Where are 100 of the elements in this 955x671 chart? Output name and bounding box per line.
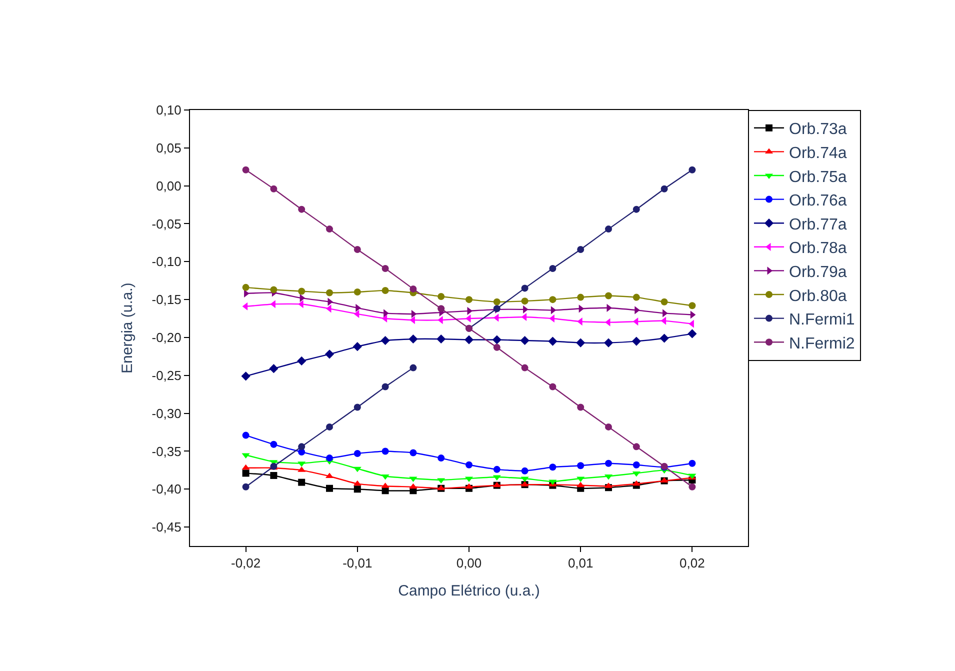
point xyxy=(270,472,278,479)
point xyxy=(632,206,640,213)
point xyxy=(660,185,668,192)
point xyxy=(688,483,696,490)
point xyxy=(521,364,528,372)
point xyxy=(493,466,500,473)
x-axis-title: Campo Elétrico (u.a.) xyxy=(398,582,540,600)
point xyxy=(520,476,529,482)
point xyxy=(241,372,250,381)
point xyxy=(521,284,528,292)
point xyxy=(269,364,278,374)
y-tick-label: -0,40 xyxy=(152,482,182,497)
point xyxy=(660,298,668,306)
point xyxy=(688,166,696,174)
point xyxy=(270,286,278,294)
point xyxy=(380,336,390,346)
point xyxy=(549,383,556,390)
point xyxy=(326,226,333,233)
x-tick-label: -0,01 xyxy=(342,556,372,571)
y-tick-label: -0,15 xyxy=(152,292,182,308)
point xyxy=(492,335,502,344)
point xyxy=(549,464,556,471)
point xyxy=(326,289,333,296)
point xyxy=(660,334,669,343)
point xyxy=(466,296,472,304)
y-tick-label: -0,20 xyxy=(152,330,182,346)
point xyxy=(353,480,362,486)
point xyxy=(604,338,614,348)
point xyxy=(242,453,250,459)
point xyxy=(381,474,390,480)
point xyxy=(632,480,640,486)
point xyxy=(242,284,250,291)
point xyxy=(576,338,586,348)
point xyxy=(493,344,500,351)
point xyxy=(688,329,697,338)
point xyxy=(354,288,361,296)
point xyxy=(438,305,445,312)
point xyxy=(688,302,696,310)
point xyxy=(408,334,418,344)
y-tick-label: -0,25 xyxy=(152,368,182,383)
x-tick-label: -0,02 xyxy=(230,556,261,571)
point xyxy=(605,460,612,467)
point xyxy=(354,404,361,411)
point xyxy=(632,443,640,450)
point xyxy=(242,483,250,490)
point xyxy=(242,432,250,439)
legend-label: Orb.74a xyxy=(789,144,847,162)
point xyxy=(382,448,389,455)
point xyxy=(438,293,445,300)
y-tick-label: -0,10 xyxy=(152,254,182,270)
point xyxy=(353,466,362,472)
point xyxy=(605,226,612,233)
point xyxy=(632,336,641,346)
point xyxy=(436,334,446,344)
point xyxy=(298,443,306,450)
point xyxy=(578,304,584,313)
point xyxy=(298,478,306,486)
x-tick-label: 0,00 xyxy=(456,556,482,571)
y-tick-label: -0,45 xyxy=(152,520,182,535)
point xyxy=(632,461,640,468)
legend-label: Orb.79a xyxy=(789,264,847,281)
legend-label: N.Fermi1 xyxy=(789,312,855,329)
point xyxy=(577,462,584,470)
point xyxy=(493,298,500,306)
point xyxy=(409,476,418,482)
point xyxy=(354,246,361,254)
legend-label: Orb.75a xyxy=(789,168,847,186)
point xyxy=(576,482,585,488)
point xyxy=(632,294,640,301)
point xyxy=(242,470,250,477)
point xyxy=(242,302,248,310)
point xyxy=(326,484,333,492)
point xyxy=(549,264,556,272)
x-tick-label: 0,02 xyxy=(680,556,705,571)
point xyxy=(577,294,584,301)
point xyxy=(297,356,306,366)
point xyxy=(352,342,362,352)
legend-label: Orb.77a xyxy=(789,216,847,234)
point xyxy=(382,286,389,294)
x-tick-label: 0,01 xyxy=(568,556,594,571)
legend-label: Orb.78a xyxy=(789,240,847,258)
point xyxy=(632,318,638,326)
point xyxy=(298,288,306,295)
point xyxy=(577,404,584,411)
point xyxy=(382,383,389,390)
y-tick-label: -0,35 xyxy=(152,444,182,459)
y-tick-label: -0,30 xyxy=(152,406,182,421)
point xyxy=(242,166,250,174)
point xyxy=(438,454,445,462)
y-tick-label: 0,00 xyxy=(156,178,182,194)
point xyxy=(242,464,250,470)
point xyxy=(548,336,558,346)
point xyxy=(326,454,333,462)
point xyxy=(466,461,472,468)
point xyxy=(382,264,389,272)
point xyxy=(632,471,640,477)
point xyxy=(354,486,361,493)
point xyxy=(660,316,666,325)
point xyxy=(298,206,306,213)
point xyxy=(410,285,417,292)
